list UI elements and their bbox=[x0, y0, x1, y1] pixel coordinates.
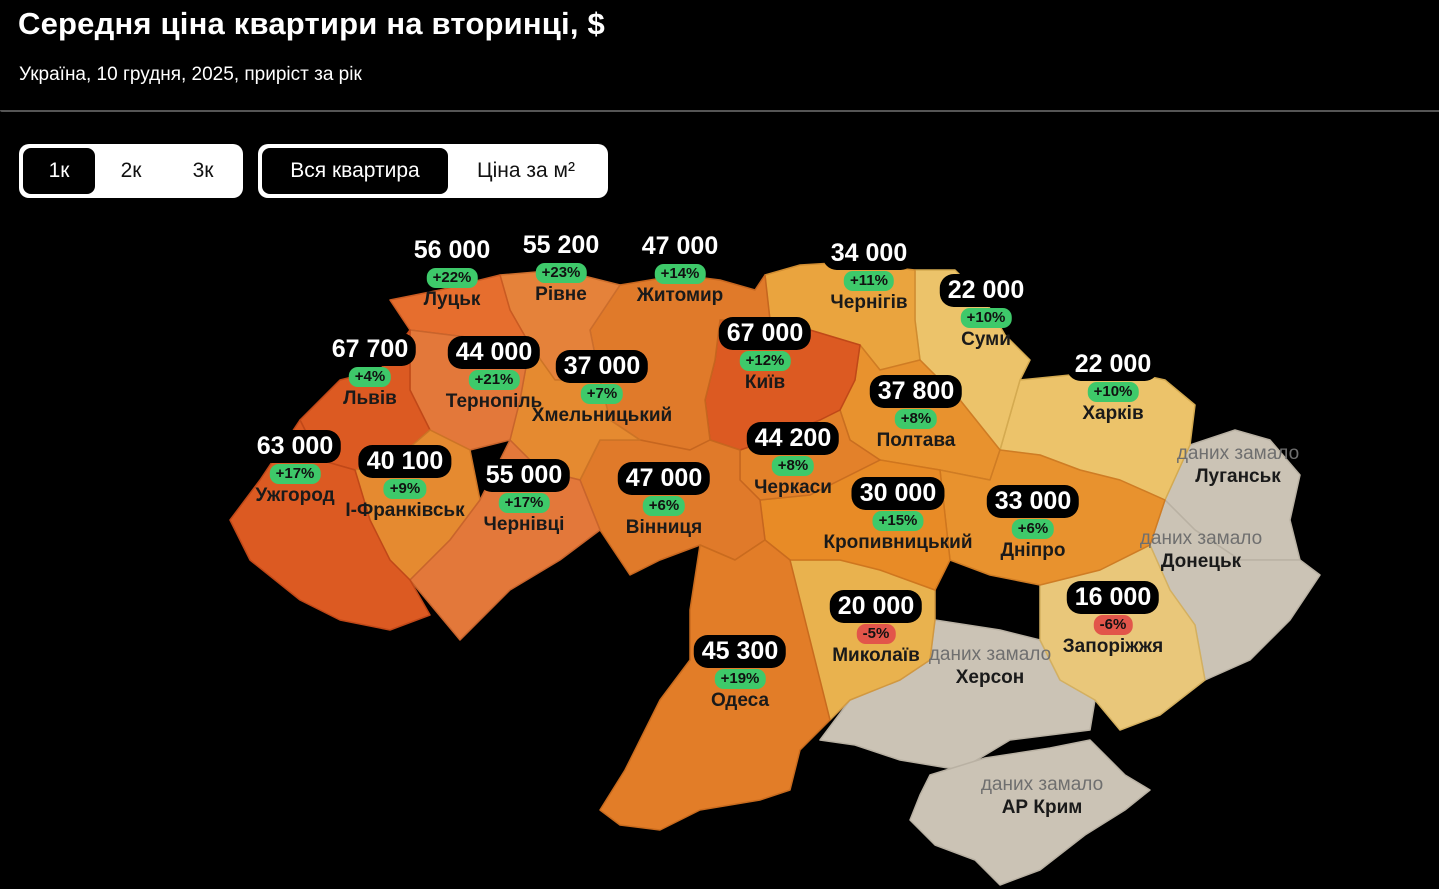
page-subtitle: Україна, 10 грудня, 2025, приріст за рік bbox=[19, 64, 362, 85]
header-divider bbox=[0, 110, 1439, 112]
rooms-selector: 1к 2к 3к bbox=[19, 144, 243, 198]
rooms-3-button[interactable]: 3к bbox=[192, 159, 214, 182]
price-per-sqm-button[interactable]: Ціна за м² bbox=[477, 159, 575, 182]
page-title: Середня ціна квартири на вторинці, $ bbox=[18, 6, 605, 41]
whole-apartment-button[interactable]: Вся квартира bbox=[262, 148, 448, 194]
rooms-1-button[interactable]: 1к bbox=[23, 148, 95, 194]
region-vinnytsia[interactable] bbox=[579, 439, 766, 576]
price-mode-selector: Вся квартира Ціна за м² bbox=[258, 144, 608, 198]
rooms-2-button[interactable]: 2к bbox=[120, 159, 142, 182]
region-odesa[interactable] bbox=[599, 539, 831, 831]
region-crimea[interactable] bbox=[909, 739, 1151, 886]
